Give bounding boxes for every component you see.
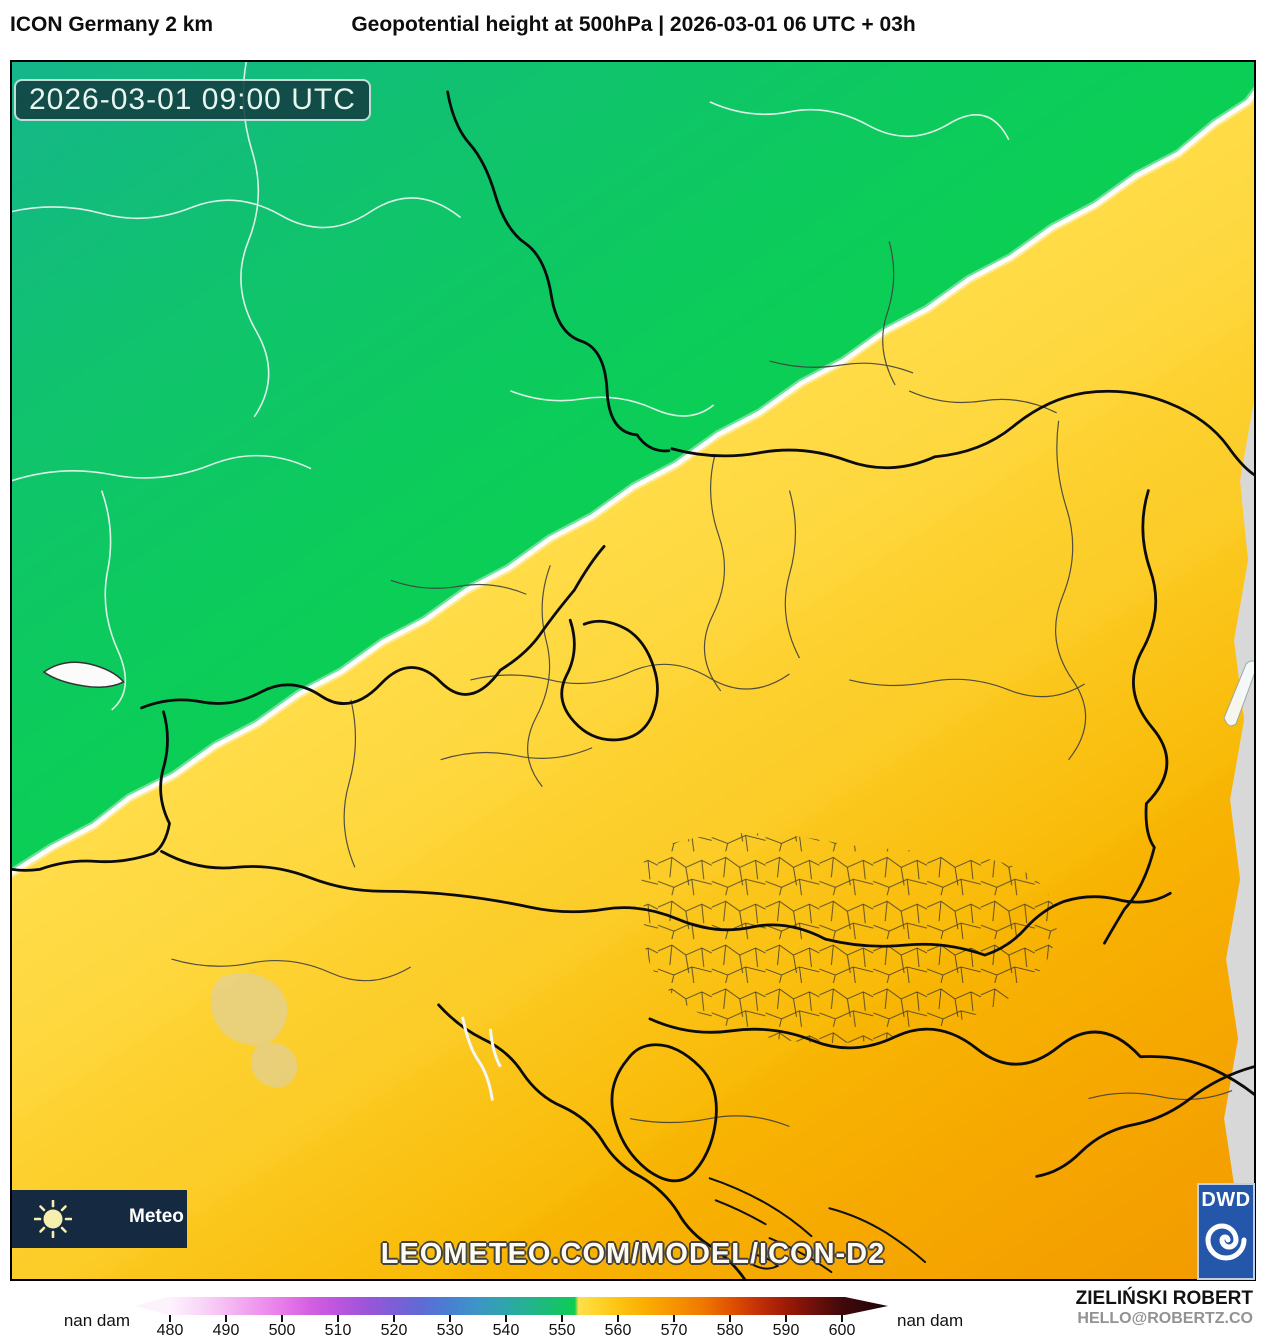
site-watermark: LEOMETEO.COM/MODEL/ICON-D2: [380, 1238, 886, 1270]
colorbar-tick-label: 500: [268, 1322, 296, 1339]
colorbar-unit-right: nan dam: [897, 1311, 964, 1330]
credit-email: HELLO@ROBERTZ.CO: [1077, 1310, 1253, 1327]
region-borders-yellow: [171, 241, 1233, 1128]
colorbar-tick-label: 530: [436, 1322, 464, 1339]
brand-logo: Meteo: [12, 1190, 187, 1248]
model-domain-edge: [1222, 400, 1254, 1279]
dwd-logo: DWD: [1197, 1183, 1255, 1280]
colorbar-tick: [169, 1315, 171, 1322]
map-graphic: [12, 62, 1254, 1279]
colorbar-tick: [617, 1315, 619, 1322]
municipality-mesh: [641, 833, 1057, 1044]
colorbar-tick-label: 560: [604, 1322, 632, 1339]
country-borders: [12, 90, 1254, 1279]
coastline-islands: [708, 1177, 927, 1274]
colorbar-tick: [225, 1315, 227, 1322]
colorbar-tick-label: 550: [548, 1322, 576, 1339]
colorbar-unit-left: nan dam: [63, 1311, 130, 1330]
colorbar-tick: [673, 1315, 675, 1322]
brand-logo-text: Meteo: [129, 1206, 184, 1227]
colorbar-tick: [841, 1315, 843, 1322]
colorbar-tick-label: 580: [716, 1322, 744, 1339]
colorbar-tick-label: 590: [772, 1322, 800, 1339]
colorbar-tick-label: 540: [492, 1322, 520, 1339]
geopotential-green-zone: [12, 62, 1254, 879]
lakes: [42, 660, 1254, 1101]
colorbar-tick-label: 520: [380, 1322, 408, 1339]
colorbar-tick: [785, 1315, 787, 1322]
colorbar: [135, 1297, 888, 1315]
terrain-patches: [210, 973, 298, 1088]
colorbar-tick: [449, 1315, 451, 1322]
colorbar-tick: [393, 1315, 395, 1322]
model-name-label: ICON Germany 2 km: [10, 13, 214, 36]
colorbar-tick-label: 490: [212, 1322, 240, 1339]
weather-map: 2026-03-01 09:00 UTC LEOMETEO.COM/MODEL/…: [10, 60, 1256, 1281]
region-borders-green: [12, 62, 1010, 711]
colorbar-tick-label: 600: [828, 1322, 856, 1339]
colorbar-tick-label: 570: [660, 1322, 688, 1339]
colorbar-tick: [729, 1315, 731, 1322]
credit-name: ZIELIŃSKI ROBERT: [1075, 1288, 1253, 1309]
cyclone-spiral-icon: [1205, 1223, 1247, 1261]
colorbar-tick: [337, 1315, 339, 1322]
dwd-logo-label: DWD: [1201, 1189, 1251, 1211]
page-title: Geopotential height at 500hPa | 2026-03-…: [351, 13, 916, 36]
colorbar-tick: [561, 1315, 563, 1322]
colorbar-tick: [281, 1315, 283, 1322]
colorbar-tick-label: 480: [156, 1322, 184, 1339]
colorbar-tick: [505, 1315, 507, 1322]
sun-icon: [34, 1200, 72, 1238]
valid-time-badge: 2026-03-01 09:00 UTC: [14, 79, 371, 121]
colorbar-tick-label: 510: [324, 1322, 352, 1339]
